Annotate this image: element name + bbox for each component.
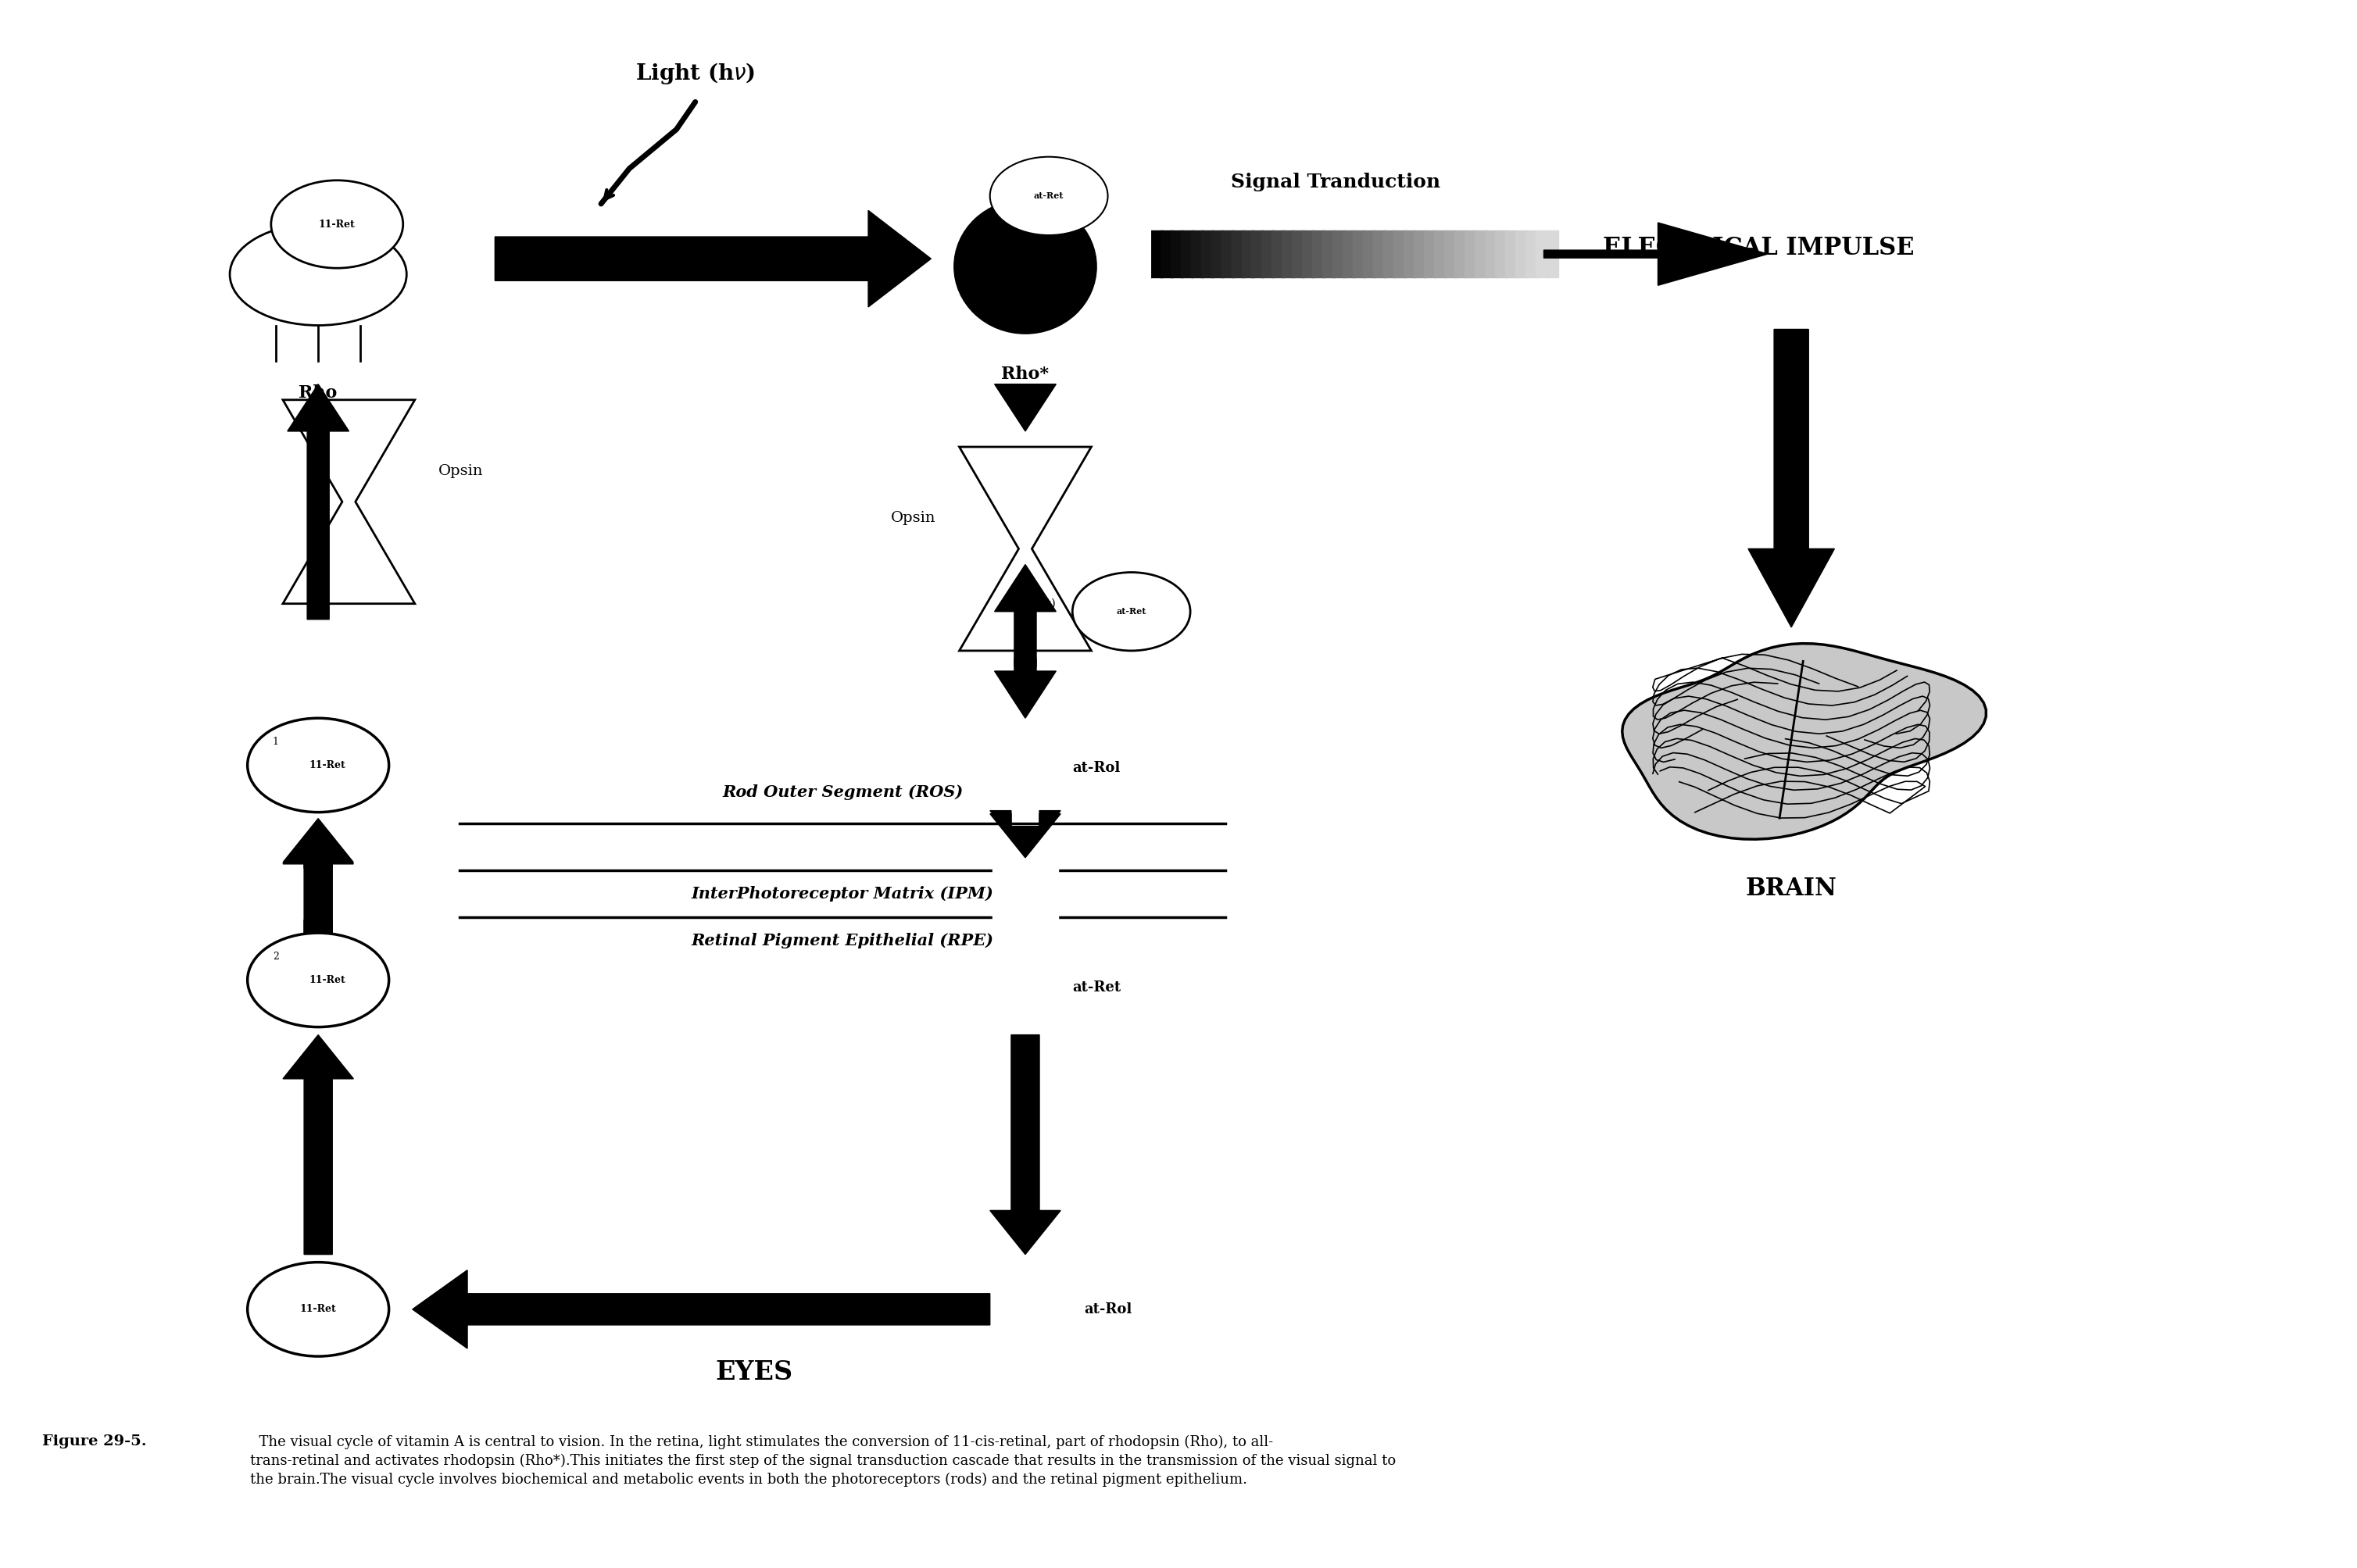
Bar (1516, 230, 1527, 278)
Polygon shape (283, 818, 354, 980)
Text: InterPhotoreceptor Matrix (IPM): InterPhotoreceptor Matrix (IPM) (691, 886, 995, 902)
Text: Signal Tranduction: Signal Tranduction (1230, 172, 1440, 191)
Bar (1252, 230, 1263, 278)
Polygon shape (990, 814, 1061, 858)
Bar (1433, 230, 1447, 278)
Bar (1200, 230, 1214, 278)
Bar (1393, 230, 1405, 278)
Polygon shape (495, 210, 931, 307)
Bar (1475, 230, 1487, 278)
Bar (1405, 230, 1417, 278)
Text: (at-Ret): (at-Ret) (1009, 599, 1056, 608)
Bar (1485, 230, 1497, 278)
Text: Opsin: Opsin (438, 464, 483, 478)
Text: 11-Ret: 11-Ret (299, 1305, 337, 1314)
Bar (1211, 230, 1223, 278)
Bar (1384, 230, 1395, 278)
Bar (1301, 230, 1315, 278)
Bar (1445, 230, 1457, 278)
Polygon shape (1544, 223, 1768, 285)
Polygon shape (995, 564, 1056, 666)
Text: Rho: Rho (299, 384, 337, 401)
Text: at-Ret: at-Ret (1035, 191, 1063, 201)
Text: at-Rol: at-Rol (1084, 1303, 1131, 1316)
Bar (1525, 230, 1537, 278)
Text: Light (h$\nu$): Light (h$\nu$) (636, 61, 754, 86)
Polygon shape (990, 1035, 1061, 1254)
Circle shape (247, 933, 389, 1027)
Bar (1273, 230, 1285, 278)
Bar (1150, 230, 1162, 278)
Circle shape (247, 718, 389, 812)
Bar (1454, 230, 1466, 278)
Bar (992, 869, 1058, 919)
Bar (1494, 230, 1508, 278)
Bar (1362, 230, 1376, 278)
Circle shape (271, 180, 403, 268)
Bar (1261, 230, 1275, 278)
Bar (1332, 230, 1346, 278)
Text: 11-Ret: 11-Ret (309, 760, 346, 770)
Bar (1353, 230, 1365, 278)
Bar (1424, 230, 1435, 278)
Bar (1221, 230, 1233, 278)
Text: at-Rol: at-Rol (1072, 762, 1120, 775)
Bar (1171, 230, 1183, 278)
Text: 1: 1 (273, 737, 278, 746)
Polygon shape (283, 1035, 354, 1254)
Text: 11-Ret: 11-Ret (309, 975, 346, 985)
Bar (1242, 230, 1254, 278)
Text: ELECTRICAL IMPULSE: ELECTRICAL IMPULSE (1603, 235, 1914, 260)
Bar (1292, 230, 1306, 278)
Polygon shape (1749, 329, 1834, 627)
Circle shape (990, 157, 1108, 235)
Text: Rho*: Rho* (1002, 365, 1049, 383)
Text: Retinal Pigment Epithelial (RPE): Retinal Pigment Epithelial (RPE) (691, 933, 995, 949)
Ellipse shape (955, 201, 1096, 334)
Polygon shape (1622, 643, 1987, 839)
Text: 2: 2 (273, 952, 278, 961)
Bar (1313, 230, 1325, 278)
Bar (1230, 230, 1244, 278)
Bar (1504, 230, 1518, 278)
Polygon shape (412, 1270, 990, 1348)
Bar (285, 869, 351, 919)
Text: Rod Outer Segment (ROS): Rod Outer Segment (ROS) (721, 784, 964, 800)
Bar (1343, 230, 1355, 278)
Bar (1282, 230, 1294, 278)
Text: Figure 29-5.: Figure 29-5. (42, 1435, 146, 1449)
Text: EYES: EYES (717, 1359, 792, 1385)
Text: at-Ret: at-Ret (1072, 982, 1122, 994)
Polygon shape (990, 811, 1061, 855)
Bar (1546, 230, 1558, 278)
Bar (1181, 230, 1193, 278)
Circle shape (1072, 572, 1190, 651)
Polygon shape (283, 820, 354, 977)
Bar (1414, 230, 1426, 278)
Text: 11-Ret: 11-Ret (318, 220, 356, 229)
Polygon shape (288, 384, 349, 619)
Text: BRAIN: BRAIN (1747, 877, 1836, 900)
Polygon shape (995, 384, 1056, 431)
Bar (1322, 230, 1334, 278)
Polygon shape (995, 659, 1056, 718)
Bar (1534, 230, 1549, 278)
Text: at-Ret: at-Ret (1117, 607, 1146, 616)
Bar (1190, 230, 1202, 278)
Bar (1160, 230, 1174, 278)
Bar (1464, 230, 1478, 278)
Circle shape (247, 1262, 389, 1356)
Text: Opsin: Opsin (891, 511, 936, 525)
Bar (1374, 230, 1386, 278)
Text: The visual cycle of vitamin A is central to vision. In the retina, light stimula: The visual cycle of vitamin A is central… (250, 1435, 1395, 1486)
